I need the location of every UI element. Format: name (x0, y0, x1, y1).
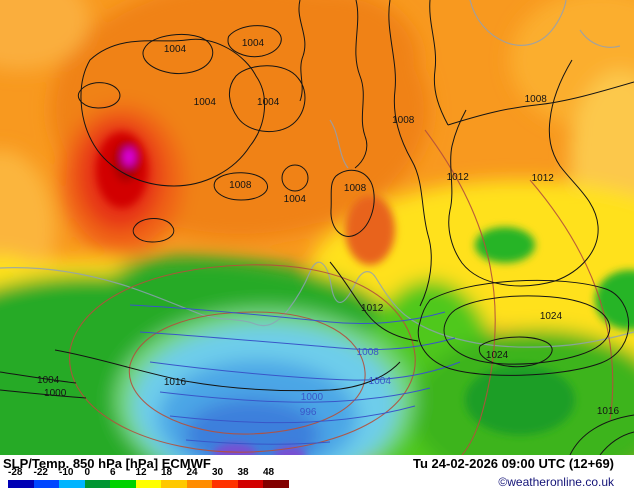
map-area: 1004 1004 1004 1004 1008 1008 1008 1004 1008 1012… (0, 0, 634, 455)
scale-tick-label: 12 (135, 467, 147, 478)
scale-segment (84, 480, 111, 488)
scale-ticks: -28 -22 -10 0 6 12 18 24 30 38 48 (8, 468, 308, 479)
temperature-field-details (96, 132, 634, 455)
scale-segment (186, 480, 213, 488)
scale-segment (212, 480, 238, 488)
scale-segment (8, 480, 34, 488)
scale-tick-label: 0 (84, 467, 91, 478)
scale-bar (8, 480, 290, 488)
scale-tick-label: -22 (33, 467, 48, 478)
contours-red (69, 129, 614, 455)
scale-tick-label: 48 (263, 467, 275, 478)
scale-tick-label: 30 (212, 467, 224, 478)
scale-segment (161, 480, 187, 488)
scale-tick-label: 6 (110, 467, 116, 478)
scale-segment (263, 480, 290, 488)
scale-tick-label: 18 (161, 467, 173, 478)
copyright-link[interactable]: ©weatheronline.co.uk (498, 475, 614, 489)
scale-segment (237, 480, 264, 488)
scale-segment (59, 480, 85, 488)
datetime-label: Tu 24-02-2026 09:00 UTC (12+69) (413, 456, 614, 471)
isobars-black (0, 0, 634, 455)
chart-title: SLP/Temp. 850 hPa [hPa] ECMWF (3, 456, 211, 471)
contours-blue (129, 304, 461, 445)
scale-tick-label: 24 (186, 467, 198, 478)
scale-tick-label: -28 (8, 467, 23, 478)
legend-bar: SLP/Temp. 850 hPa [hPa] ECMWF Tu 24-02-2… (0, 455, 634, 490)
scale-segment (135, 480, 162, 488)
scale-tick-label: 38 (237, 467, 249, 478)
scale-segment (110, 480, 136, 488)
scale-segment (33, 480, 60, 488)
scale-tick-label: -10 (59, 467, 74, 478)
weather-map-graphic (0, 0, 634, 455)
